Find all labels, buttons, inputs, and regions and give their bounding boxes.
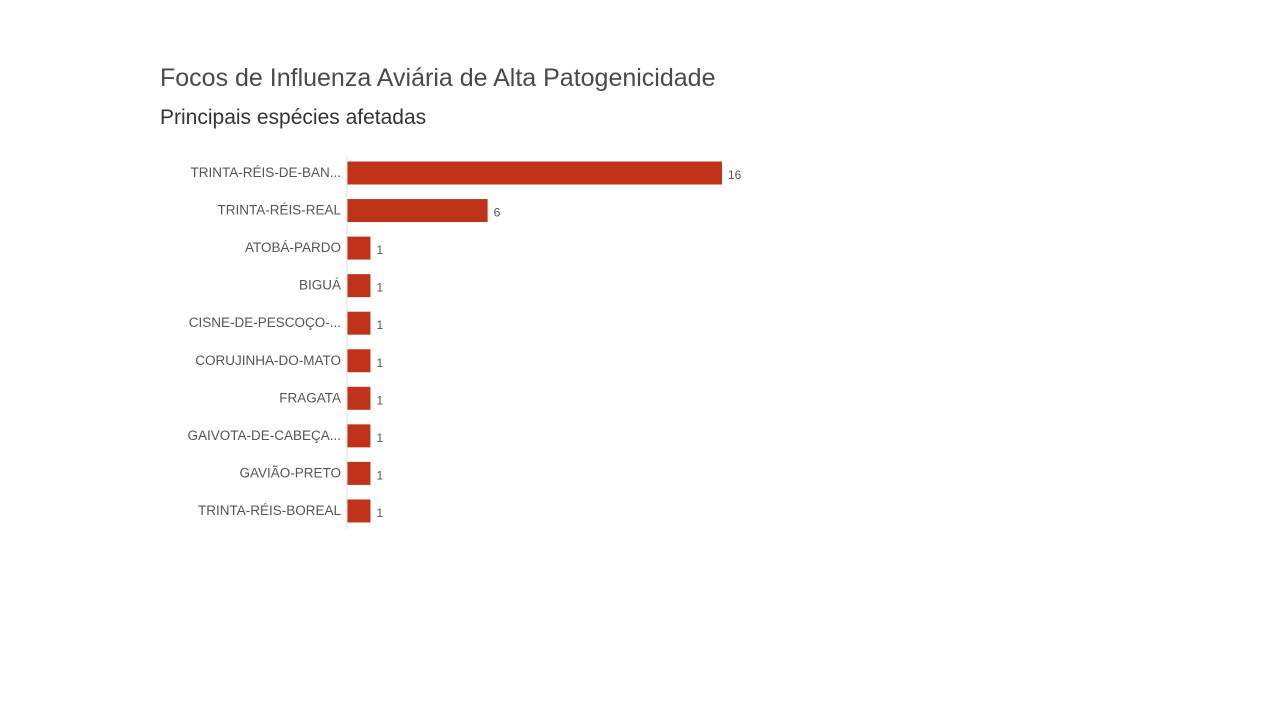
bar [347, 311, 371, 335]
value-label: 6 [494, 206, 501, 220]
value-label: 1 [376, 281, 383, 295]
value-label: 1 [376, 431, 383, 445]
value-label: 16 [728, 168, 742, 182]
bar [347, 424, 371, 448]
bar [347, 236, 371, 260]
chart-title: Focos de Influenza Aviária de Alta Patog… [160, 64, 716, 92]
value-label: 1 [376, 356, 383, 370]
bar [347, 274, 371, 298]
bar [347, 349, 371, 373]
bar [347, 461, 371, 485]
category-label: TRINTA-RÉIS-REAL [217, 203, 341, 218]
bar [347, 199, 488, 223]
category-label: GAIVOTA-DE-CABEÇA... [187, 428, 341, 443]
value-label: 1 [376, 468, 383, 482]
category-label: CORUJINHA-DO-MATO [195, 353, 341, 368]
bar [347, 161, 722, 185]
bar [347, 499, 371, 523]
value-label: 1 [376, 243, 383, 257]
category-label: TRINTA-RÉIS-DE-BAN... [190, 165, 341, 180]
category-label: ATOBÁ-PARDO [245, 240, 341, 255]
value-label: 1 [376, 393, 383, 407]
category-label: GAVIÃO-PRETO [239, 465, 341, 480]
value-label: 1 [376, 506, 383, 520]
category-label: TRINTA-RÉIS-BOREAL [198, 503, 342, 518]
category-label: FRAGATA [279, 390, 341, 405]
category-label: BIGUÁ [299, 278, 341, 293]
category-label: CISNE-DE-PESCOÇO-... [189, 315, 341, 330]
bar [347, 386, 371, 410]
value-label: 1 [376, 318, 383, 332]
chart-subtitle: Principais espécies afetadas [160, 106, 427, 129]
